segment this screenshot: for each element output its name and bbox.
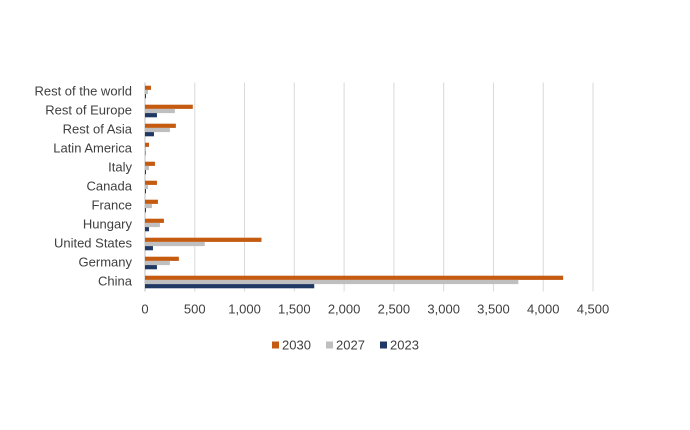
bar [145,123,176,128]
legend-label: 2027 [336,337,365,352]
y-tick-label: United States [54,235,133,250]
x-tick-label: 1,000 [228,301,261,316]
bar [145,275,564,280]
bar [145,89,148,95]
y-tick-label: Canada [86,178,132,193]
bar [145,165,149,171]
bar [145,208,146,213]
bar [145,199,158,204]
bar [145,203,152,209]
y-tick-label: France [92,197,132,212]
legend-label: 2023 [390,337,419,352]
x-tick-label: 3,500 [477,301,510,316]
y-tick-label: China [98,273,133,288]
y-tick-label: Rest of Asia [63,121,133,136]
x-tick-label: 2,500 [378,301,411,316]
bar [145,279,519,285]
legend-swatch [272,341,279,349]
bar [145,146,146,152]
bar [145,256,179,261]
bar [145,227,149,232]
x-tick-label: 1,500 [278,301,311,316]
bar [145,94,146,99]
legend-label: 2030 [282,337,311,352]
x-tick-label: 4,500 [577,301,610,316]
bar [145,127,170,133]
legend-swatch [380,341,387,349]
bar [145,246,153,251]
y-tick-label: Germany [79,254,133,269]
y-tick-label: Rest of the world [34,83,132,98]
x-tick-label: 0 [141,301,148,316]
bar [145,222,160,228]
bar [145,180,157,185]
y-tick-label: Rest of Europe [45,102,132,117]
bar [145,104,193,109]
bar [145,132,154,137]
bar [145,189,146,194]
bar [145,170,146,175]
bar [145,85,151,90]
bar [145,237,262,242]
bar [145,113,157,118]
bar [145,142,149,147]
bar [145,260,170,266]
bar [145,184,148,190]
bar [145,241,205,247]
y-tick-label: Italy [108,159,132,174]
x-tick-label: 4,000 [527,301,560,316]
bar [145,161,155,166]
bar [145,284,315,289]
y-tick-label: Hungary [83,216,133,231]
legend-swatch [326,341,333,349]
y-tick-label: Latin America [53,140,133,155]
bar [145,265,157,270]
x-tick-label: 2,000 [328,301,361,316]
bar [145,218,164,223]
x-tick-label: 500 [184,301,206,316]
bar [145,108,175,114]
x-tick-label: 3,000 [427,301,460,316]
